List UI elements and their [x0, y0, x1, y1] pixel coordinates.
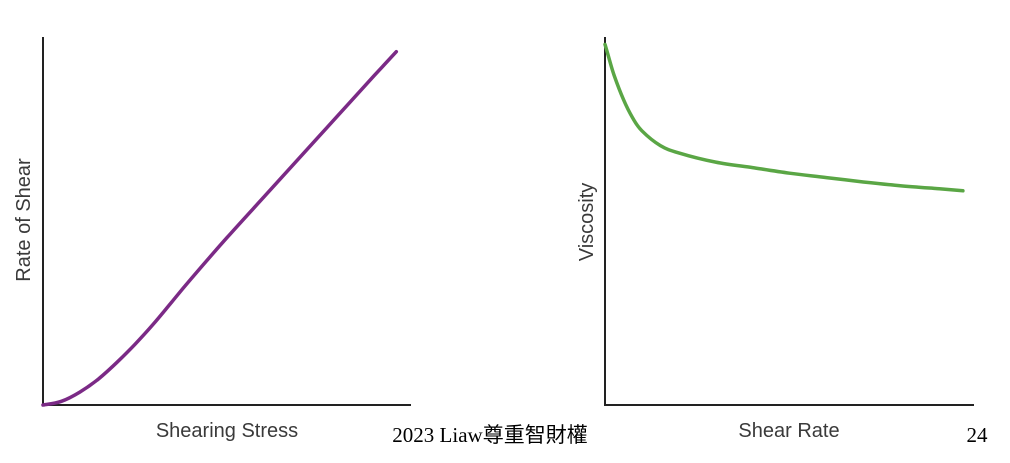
chart2-x-axis-label: Shear Rate — [738, 420, 839, 442]
copyright-footer: 2023 Liaw尊重智財權 — [392, 423, 587, 447]
page-number: 24 — [967, 423, 989, 447]
rate-of-shear-chart: Shearing Stress Rate of Shear — [13, 37, 411, 442]
chart1-y-axis-label: Rate of Shear — [13, 158, 35, 282]
chart2-series-line — [603, 42, 965, 193]
chart2-y-axis-label: Viscosity — [576, 183, 598, 262]
viscosity-chart: Shear Rate Viscosity — [576, 37, 974, 442]
chart1-series-line — [41, 49, 399, 407]
chart1-x-axis-label: Shearing Stress — [156, 420, 298, 442]
